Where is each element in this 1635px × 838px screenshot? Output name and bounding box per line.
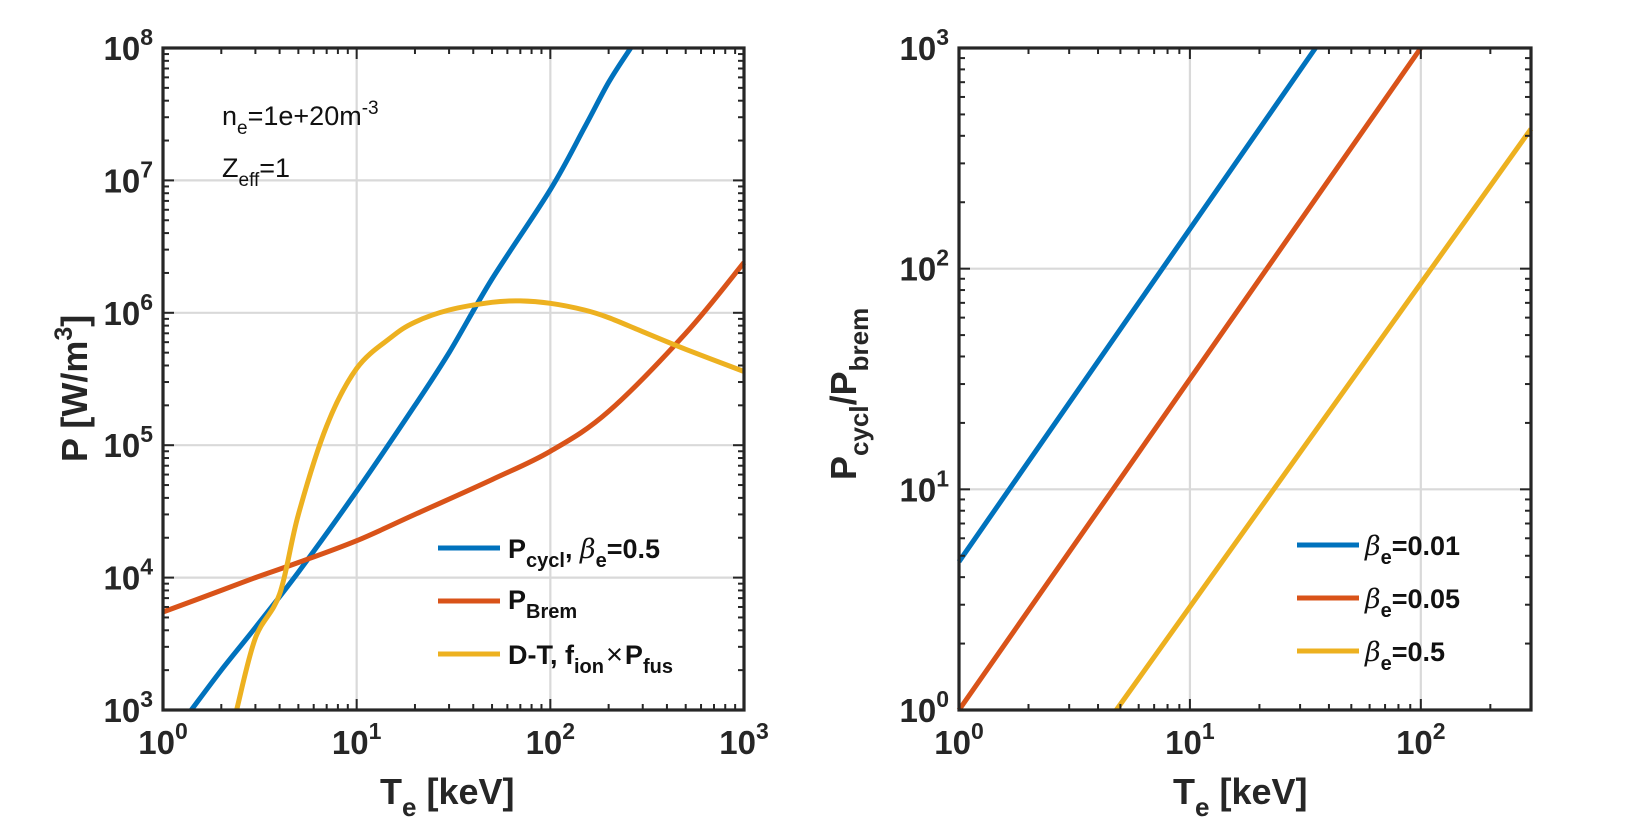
left-plot: 100 101 102 103 103 104 105 106 107 108 ne=1e+20… xyxy=(50,24,769,822)
left-series xyxy=(162,46,746,712)
annotation-zeff: Zeff=1 xyxy=(222,153,290,191)
right-plot: 100 101 102 100 101 102 103 βe=0.01 βe=0.05 β… xyxy=(823,24,1534,822)
left-legend: Pcycl, βe=0.5 PBrem D-T, fion×Pfus xyxy=(438,534,673,678)
left-y-tick-labels: 103 104 105 106 107 108 xyxy=(103,24,153,729)
left-series-line-d-t-f-ion-p-fus xyxy=(234,298,745,711)
left-ticks xyxy=(162,47,745,711)
left-x-axis-label: Te [keV] xyxy=(380,771,515,822)
left-x-tick-label: 100 xyxy=(138,718,188,761)
left-y-tick-label: 104 xyxy=(103,554,153,597)
right-grid xyxy=(959,48,1531,710)
right-ticks xyxy=(958,47,1531,711)
right-x-tick-label: 102 xyxy=(1396,718,1446,761)
right-y-tick-labels: 100 101 102 103 xyxy=(899,24,949,729)
left-axes-box xyxy=(161,46,746,712)
left-grid xyxy=(163,48,744,710)
left-series-line-p-brem xyxy=(162,260,746,615)
right-y-tick-label: 102 xyxy=(899,245,949,288)
left-series-line-p-cycl-e-0-5 xyxy=(189,46,633,712)
left-y-tick-label: 103 xyxy=(103,686,153,729)
right-series-line-e-0-5 xyxy=(1114,127,1534,712)
left-y-axis-label: P [W/m3] xyxy=(50,315,95,462)
left-x-tick-label: 101 xyxy=(332,718,382,761)
right-y-tick-label: 103 xyxy=(899,24,949,67)
right-legend: βe=0.01 βe=0.05 βe=0.5 xyxy=(1297,531,1460,675)
left-y-tick-label: 105 xyxy=(103,421,153,464)
left-y-tick-label: 108 xyxy=(103,24,153,67)
right-x-tick-label: 101 xyxy=(1165,718,1215,761)
legend-label-dt: D-T, fion×Pfus xyxy=(508,639,673,678)
right-series xyxy=(956,46,1534,712)
right-series-line-e-0-01 xyxy=(956,46,1318,564)
annotation-density: ne=1e+20m-3 xyxy=(222,98,379,139)
legend-label-pcycl: Pcycl, βe=0.5 xyxy=(508,534,660,572)
left-y-tick-label: 106 xyxy=(103,289,153,332)
right-series-line-e-0-05 xyxy=(956,46,1423,712)
right-y-tick-label: 101 xyxy=(899,465,949,508)
left-x-tick-label: 103 xyxy=(719,718,769,761)
left-x-tick-labels: 100 101 102 103 xyxy=(138,718,769,761)
legend-label-beta001: βe=0.01 xyxy=(1364,531,1460,569)
right-x-axis-label: Te [keV] xyxy=(1173,771,1308,822)
left-annotation: ne=1e+20m-3 Zeff=1 xyxy=(222,98,379,191)
legend-label-beta005: βe=0.05 xyxy=(1364,584,1460,622)
legend-label-beta05: βe=0.5 xyxy=(1364,637,1445,675)
right-axes-box xyxy=(957,46,1533,712)
right-x-tick-label: 100 xyxy=(934,718,984,761)
left-x-tick-label: 102 xyxy=(526,718,576,761)
right-y-tick-label: 100 xyxy=(899,686,949,729)
right-y-axis-label: Pcycl/Pbrem xyxy=(823,308,874,480)
legend-label-pbrem: PBrem xyxy=(508,585,577,623)
left-y-tick-label: 107 xyxy=(103,156,153,199)
right-x-tick-labels: 100 101 102 xyxy=(934,718,1445,761)
